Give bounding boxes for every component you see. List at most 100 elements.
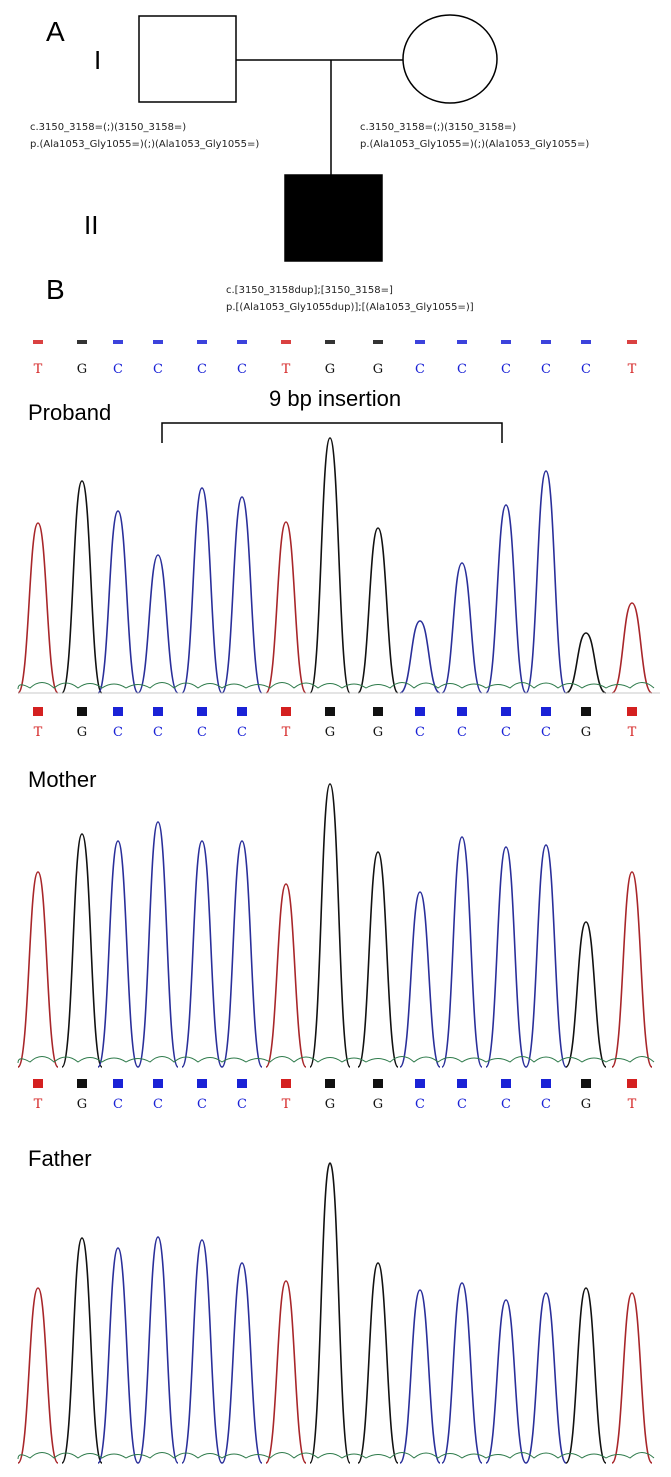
trace-peak bbox=[97, 1247, 139, 1464]
base-call-marker bbox=[501, 340, 511, 344]
base-call-letter: C bbox=[153, 1097, 163, 1112]
base-call-marker bbox=[325, 340, 335, 344]
trace-peak bbox=[611, 871, 653, 1068]
father-variant-text: c.3150_3158=(;)(3150_3158=) p.(Ala1053_G… bbox=[30, 119, 259, 153]
insertion-label: 9 bp insertion bbox=[269, 386, 402, 411]
base-call-marker bbox=[325, 1079, 335, 1088]
base-call-letter: C bbox=[237, 725, 247, 740]
trace-peak bbox=[265, 521, 307, 694]
trace-peak bbox=[399, 891, 441, 1068]
trace-peak bbox=[181, 487, 223, 694]
base-call-letter: T bbox=[282, 1097, 291, 1112]
father-trace bbox=[17, 1162, 655, 1464]
trace-peak bbox=[525, 844, 567, 1068]
base-call-letter: C bbox=[113, 1097, 123, 1112]
base-call-marker bbox=[153, 340, 163, 344]
mother-protein: p.(Ala1053_Gly1055=)(;)(Ala1053_Gly1055=… bbox=[360, 139, 590, 150]
base-call-marker bbox=[541, 707, 551, 716]
trace-peak bbox=[357, 851, 399, 1068]
base-call-marker bbox=[77, 340, 87, 344]
base-call-rows: T G C C C C T G G C C C C C T T G C C C C T G G C C C C G T T G C C C C T G G C… bbox=[33, 340, 637, 1112]
base-call-marker bbox=[541, 1079, 551, 1088]
insertion-bracket bbox=[161, 422, 503, 443]
base-call-letter: C bbox=[415, 1097, 425, 1112]
base-call-letter: C bbox=[197, 1097, 207, 1112]
base-call-letter: C bbox=[457, 725, 467, 740]
trace-peak bbox=[137, 554, 179, 694]
base-call-marker bbox=[33, 1079, 43, 1088]
base-call-letter: T bbox=[282, 362, 291, 377]
trace-peak bbox=[17, 522, 59, 694]
panel-b-letter: B bbox=[46, 274, 65, 305]
trace-peak bbox=[181, 840, 223, 1068]
base-call-letter: G bbox=[373, 362, 383, 377]
base-call-marker bbox=[237, 340, 247, 344]
mother-symbol bbox=[402, 14, 498, 104]
base-call-letter: G bbox=[373, 725, 383, 740]
base-call-marker bbox=[33, 340, 43, 344]
panel-a-letter: A bbox=[46, 16, 65, 47]
base-call-marker bbox=[281, 1079, 291, 1088]
base-call-letter: C bbox=[501, 725, 511, 740]
base-call-letter: T bbox=[34, 362, 43, 377]
base-call-letter: G bbox=[77, 362, 87, 377]
base-call-letter: C bbox=[197, 362, 207, 377]
base-call-letter: C bbox=[153, 725, 163, 740]
father-cdna: c.3150_3158=(;)(3150_3158=) bbox=[30, 122, 187, 133]
base-call-marker bbox=[581, 1079, 591, 1088]
base-call-letter: C bbox=[113, 725, 123, 740]
base-call-marker bbox=[113, 1079, 123, 1088]
base-call-letter: C bbox=[457, 1097, 467, 1112]
base-call-letter: C bbox=[415, 362, 425, 377]
base-call-marker bbox=[373, 1079, 383, 1088]
trace-peak bbox=[525, 470, 567, 694]
base-call-marker bbox=[113, 340, 123, 344]
base-call-marker bbox=[281, 340, 291, 344]
base-call-marker bbox=[33, 707, 43, 716]
base-call-marker bbox=[415, 340, 425, 344]
base-call-marker bbox=[237, 1079, 247, 1088]
generation-i-label: I bbox=[94, 45, 102, 75]
trace-peak bbox=[565, 1287, 607, 1464]
base-call-letter: C bbox=[541, 725, 551, 740]
base-call-marker bbox=[197, 707, 207, 716]
base-call-marker bbox=[541, 340, 551, 344]
trace-peak bbox=[441, 1282, 483, 1464]
trace-peak bbox=[221, 1262, 263, 1464]
base-call-letter: G bbox=[373, 1097, 383, 1112]
trace-peak bbox=[61, 480, 103, 694]
trace-peak bbox=[357, 527, 399, 694]
trace-peak bbox=[565, 632, 607, 694]
trace-peak bbox=[61, 1237, 103, 1464]
trace-noise bbox=[17, 682, 655, 690]
trace-peak bbox=[61, 833, 103, 1068]
trace-peak bbox=[611, 1292, 653, 1464]
base-call-letter: C bbox=[541, 1097, 551, 1112]
base-call-letter: G bbox=[77, 1097, 87, 1112]
base-call-letter: C bbox=[197, 725, 207, 740]
trace-peak bbox=[137, 821, 179, 1068]
trace-peak bbox=[441, 836, 483, 1068]
base-call-letter: G bbox=[581, 725, 591, 740]
base-call-letter: T bbox=[34, 1097, 43, 1112]
mother-variant-text: c.3150_3158=(;)(3150_3158=) p.(Ala1053_G… bbox=[360, 119, 589, 153]
trace-peak bbox=[399, 1289, 441, 1464]
base-call-marker bbox=[77, 1079, 87, 1088]
base-call-letter: C bbox=[541, 362, 551, 377]
trace-peak bbox=[181, 1239, 223, 1464]
base-call-marker bbox=[77, 707, 87, 716]
mother-trace bbox=[17, 783, 655, 1068]
trace-peak bbox=[221, 840, 263, 1068]
trace-peak bbox=[611, 602, 653, 694]
base-call-letter: T bbox=[282, 725, 291, 740]
base-call-marker bbox=[457, 1079, 467, 1088]
base-call-letter: T bbox=[628, 362, 637, 377]
base-call-marker bbox=[581, 340, 591, 344]
base-call-marker bbox=[153, 707, 163, 716]
base-call-letter: G bbox=[325, 362, 335, 377]
base-call-marker bbox=[197, 340, 207, 344]
base-call-letter: G bbox=[325, 1097, 335, 1112]
base-call-letter: C bbox=[237, 362, 247, 377]
base-call-marker bbox=[581, 707, 591, 716]
